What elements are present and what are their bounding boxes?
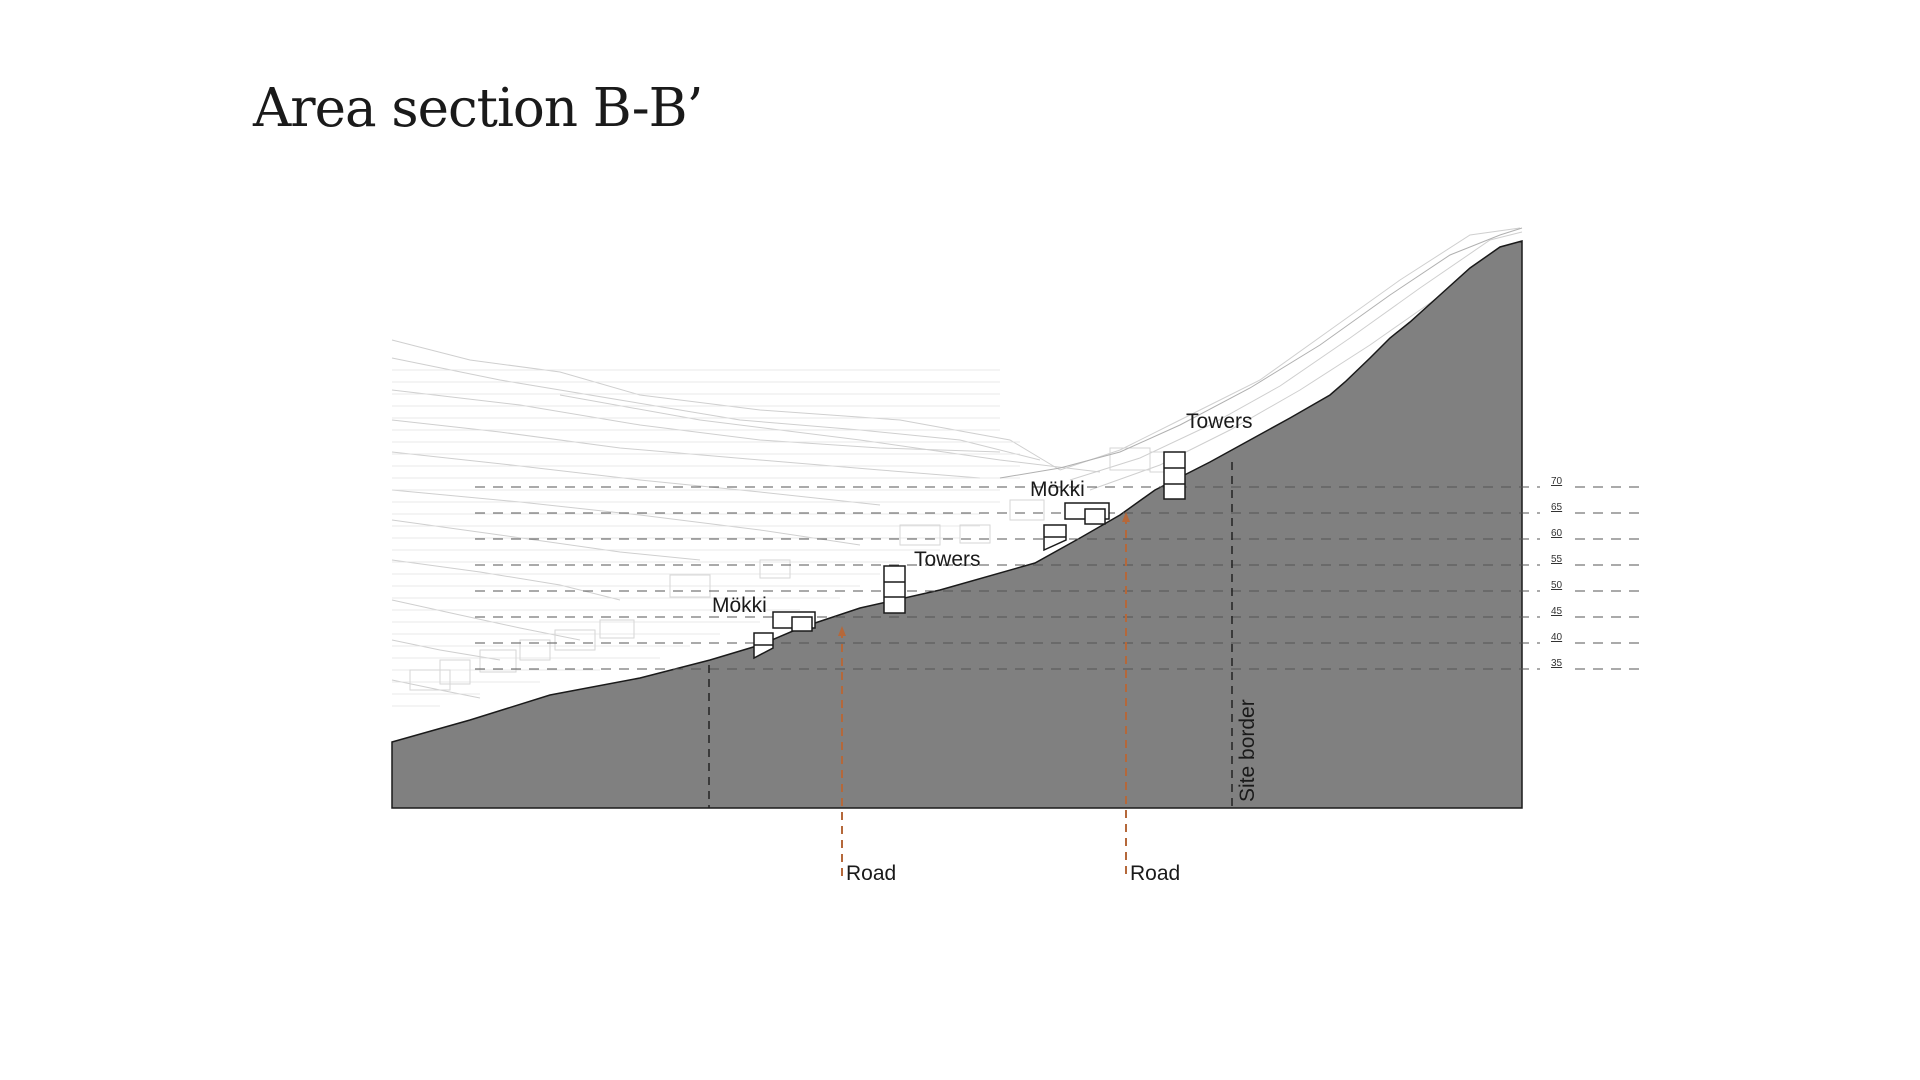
elevation-label-35: 35 (1551, 658, 1563, 669)
elevation-label-70: 70 (1551, 476, 1563, 487)
elevation-lines (475, 486, 1645, 670)
background-horizontal-lines (392, 369, 1020, 707)
upper-slope-outline (999, 227, 1523, 479)
elevation-label-40: 40 (1551, 632, 1563, 643)
elevation-label-50: 50 (1551, 580, 1563, 591)
elevation-label-65: 65 (1551, 502, 1563, 513)
elevation-label-60: 60 (1551, 528, 1563, 539)
elevation-label-45: 45 (1551, 606, 1563, 617)
mokki-upper-buildings (1043, 502, 1110, 552)
mokki-lower-buildings (753, 611, 816, 660)
towers-upper-building (1163, 451, 1186, 500)
label-towers-lower: Towers (914, 548, 981, 571)
label-site-border: Site border (1236, 699, 1259, 802)
elevation-label-55: 55 (1551, 554, 1563, 565)
label-mokki-upper: Mökki (1030, 478, 1085, 501)
page-title: Area section B-B’ (253, 78, 703, 139)
background-terrain-hatching (391, 227, 1523, 699)
label-towers-upper: Towers (1186, 410, 1253, 433)
elevation-labels: 70 65 60 55 50 45 40 35 (1551, 476, 1563, 669)
label-road-right: Road (1130, 862, 1180, 885)
towers-lower-building (883, 565, 906, 614)
road-marker-left (838, 626, 846, 880)
label-road-left: Road (846, 862, 896, 885)
label-mokki-lower: Mökki (712, 594, 767, 617)
road-marker-right (1122, 512, 1130, 880)
ground-section (391, 240, 1523, 809)
